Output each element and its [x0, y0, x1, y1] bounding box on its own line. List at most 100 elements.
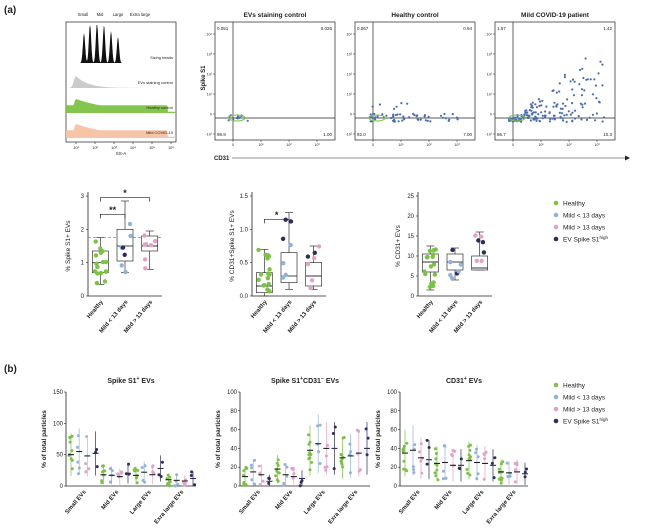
data-point: [120, 471, 123, 475]
scatter-dot: [524, 111, 527, 114]
box-dot: [94, 261, 99, 266]
box-dot: [119, 263, 124, 268]
y-tick-label: 10²: [207, 73, 213, 77]
y-tick-label: 100: [387, 390, 398, 396]
box-dot: [263, 252, 268, 258]
data-point: [285, 465, 289, 469]
data-point: [366, 436, 370, 440]
scatter-panel: Healthy control 0.067 0.94 92.0 7.00 10⁴ 10³ 10…: [346, 12, 476, 147]
box-dot: [258, 272, 264, 277]
box-dot: [266, 281, 271, 287]
scatter-dot: [529, 103, 533, 106]
category-label: Exra large EVs: [328, 489, 360, 526]
scatter-dot: [558, 82, 561, 85]
legend-marker: [553, 212, 559, 218]
box-dot: [102, 279, 108, 284]
data-point: [475, 477, 479, 481]
scatter-dot: [543, 114, 547, 117]
data-point: [168, 484, 172, 488]
quadrant-value: 1.00: [323, 132, 332, 137]
data-point: [405, 441, 409, 445]
category-label: Healthy: [250, 299, 269, 320]
scatter-title: Healthy control: [391, 12, 439, 19]
data-point: [355, 428, 359, 432]
significance-bracket: [99, 213, 126, 219]
scatter-dot: [573, 80, 576, 83]
y-tick-label: 15: [407, 234, 414, 240]
scatter-dot: [553, 101, 556, 104]
data-point: [250, 478, 254, 482]
data-point: [476, 472, 480, 476]
data-point: [403, 468, 407, 471]
y-tick-label: 20: [230, 465, 237, 471]
scatter-dot: [526, 116, 529, 119]
y-axis-label: % CD31+ EVs: [395, 224, 402, 266]
x-tick-label: 10³: [314, 143, 320, 147]
box-dot: [104, 269, 109, 274]
y-tick-label: 10⁴: [346, 33, 352, 37]
scatter-dot: [583, 89, 586, 92]
grouped-dot-chart: Spike S1+ EVs 0 50 100 150 % of total particl…: [41, 376, 196, 525]
scatter-dot: [373, 118, 377, 121]
box-dot: [450, 247, 455, 253]
scatter-dot: [571, 88, 574, 91]
legend-label: Mild > 13 days: [563, 224, 606, 231]
scatter-dot: [588, 116, 591, 119]
data-point: [357, 469, 361, 473]
data-point: [324, 454, 328, 458]
scatter-dot: [599, 60, 602, 63]
scatter-dot: [439, 114, 443, 117]
scatter-dot: [580, 94, 584, 97]
legend-marker: [553, 224, 559, 230]
significance-label: **: [109, 205, 117, 215]
y-tick-label: 20: [390, 465, 397, 471]
data-point: [133, 466, 137, 470]
scatter-dot: [538, 104, 541, 107]
scatter-dot: [561, 107, 564, 110]
box-dot: [148, 243, 154, 248]
box-dot: [152, 238, 158, 244]
scatter-xlabel: CD31: [214, 156, 230, 162]
legend-marker: [553, 200, 559, 206]
data-point: [141, 478, 145, 482]
title-part: Spike S1: [107, 378, 136, 385]
data-point: [402, 459, 406, 463]
scatter-dot: [552, 114, 556, 117]
data-point: [75, 445, 79, 449]
scatter-dot: [545, 105, 548, 108]
data-point: [168, 480, 172, 484]
data-point: [159, 475, 163, 478]
title-part: EVs: [324, 378, 339, 385]
scatter-dot: [569, 80, 572, 83]
chart-title: CD31+ EVs: [446, 376, 482, 385]
data-point: [475, 447, 478, 451]
y-tick-label: 50: [56, 453, 63, 459]
legend-superscript: high: [600, 417, 609, 422]
data-point: [513, 462, 517, 466]
scatter-dot: [385, 114, 388, 117]
data-point: [307, 442, 311, 446]
scatter-dot: [537, 98, 541, 101]
data-point: [77, 472, 80, 476]
box-dot: [128, 233, 133, 239]
scatter-dot: [427, 115, 430, 118]
box-dot: [280, 236, 286, 241]
scatter-dot: [392, 113, 395, 116]
legend-label: EV Spike S1high: [563, 417, 609, 426]
data-point: [441, 477, 445, 481]
category-label: Small EVs: [239, 489, 263, 516]
data-point: [435, 468, 439, 472]
data-point: [299, 480, 303, 484]
scatter-dot: [561, 102, 565, 105]
data-point: [425, 462, 429, 466]
scatter-dot: [601, 120, 604, 123]
y-tick-label: 10³: [487, 53, 493, 57]
scatter-dot: [582, 76, 585, 80]
grouped-dot-chart: CD31+ EVs 0 20 40 60 80 100 % of total particle…: [375, 376, 528, 525]
x-tick-label: 0: [512, 143, 514, 147]
scatter-dot: [448, 118, 451, 121]
box: [305, 262, 323, 287]
data-point: [70, 449, 74, 453]
data-point: [276, 464, 280, 467]
